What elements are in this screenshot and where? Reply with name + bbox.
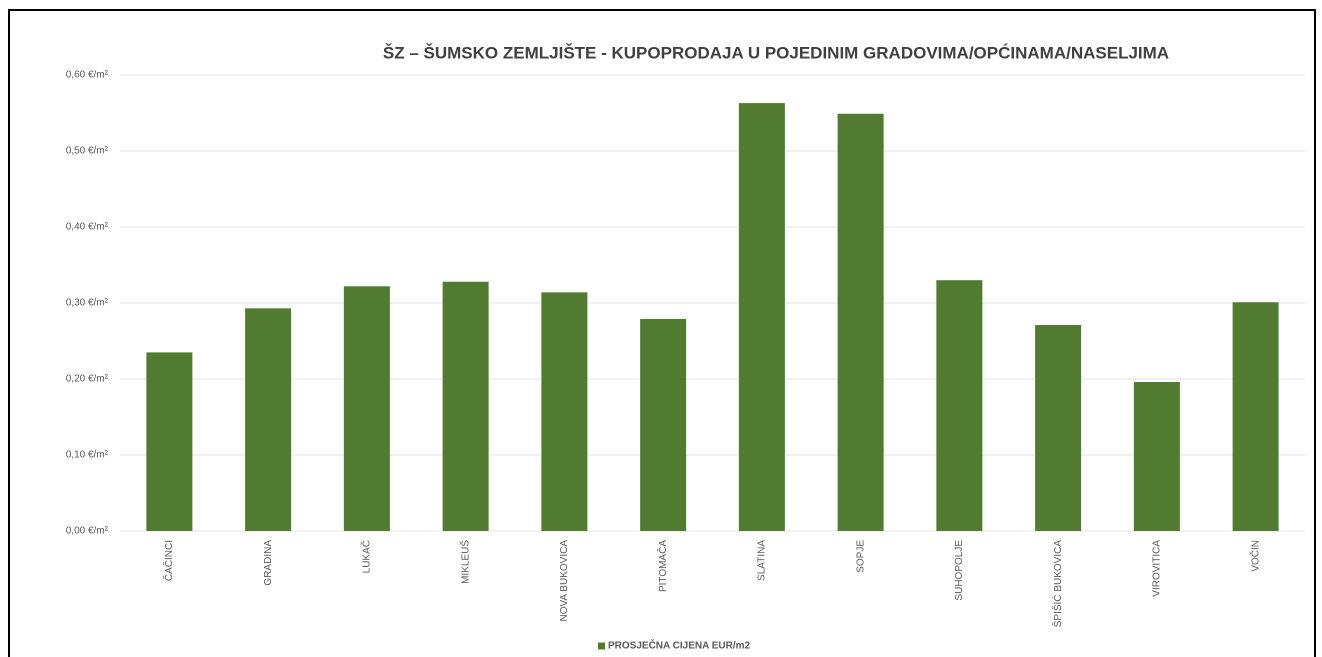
x-tick-label: ŠPIŠIĆ BUKOVICA: [1051, 540, 1064, 628]
x-tick-label: SUHOPOLJE: [954, 540, 965, 601]
y-tick-label: 0,40 €/m²: [66, 222, 109, 233]
bar: [245, 308, 292, 531]
chart-title: ŠZ – ŠUMSKO ZEMLJIŠTE - KUPOPRODAJA U PO…: [383, 43, 1169, 62]
x-tick-label: NOVA BUKOVICA: [559, 540, 570, 622]
x-tick-label: SOPJE: [855, 540, 866, 573]
bar: [640, 318, 687, 531]
legend-label: PROSJEČNA CIJENA EUR/m2: [608, 639, 751, 652]
x-tick-label: VOČIN: [1248, 540, 1261, 572]
bar: [541, 292, 588, 531]
x-tick-label: LUKAČ: [360, 540, 373, 573]
bar: [146, 352, 193, 531]
y-tick-label: 0,30 €/m²: [66, 298, 109, 309]
x-tick-label: PITOMAČA: [656, 540, 669, 592]
bar: [1232, 302, 1279, 531]
bar: [837, 113, 884, 531]
legend-swatch: [598, 642, 605, 650]
x-tick-label: SLATINA: [757, 540, 768, 581]
bar: [936, 280, 983, 531]
x-tick-label: VIROVITICA: [1152, 540, 1163, 597]
y-tick-label: 0,10 €/m²: [66, 450, 109, 461]
x-tick-label: MIKLEUŠ: [458, 540, 471, 584]
bar: [1133, 382, 1180, 531]
bar: [738, 103, 785, 532]
bar: [442, 281, 489, 531]
y-tick-label: 0,20 €/m²: [66, 374, 109, 385]
y-tick-label: 0,50 €/m²: [66, 146, 109, 157]
bar: [1035, 325, 1082, 531]
bar: [343, 286, 390, 531]
y-tick-label: 0,00 €/m²: [66, 526, 109, 537]
x-tick-label: GRADINA: [263, 540, 274, 586]
y-tick-label: 0,60 €/m²: [66, 70, 109, 81]
x-tick-label: ČAČINCI: [162, 540, 175, 581]
